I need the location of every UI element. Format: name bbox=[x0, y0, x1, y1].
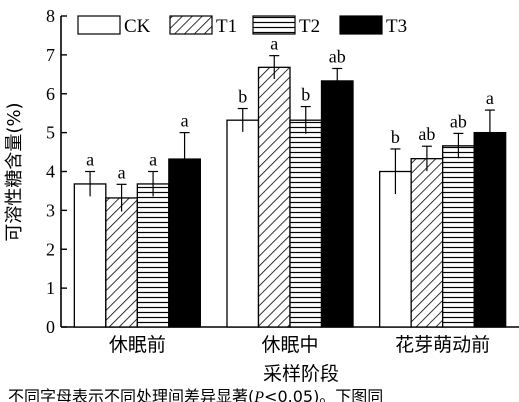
bar-ck-0 bbox=[73, 183, 107, 328]
legend-item-ck: CK bbox=[77, 15, 151, 37]
significance-letter-t3-1: ab bbox=[329, 46, 346, 66]
significance-letter-ck-1: b bbox=[238, 87, 247, 107]
bar-ck-1 bbox=[226, 119, 260, 328]
legend-label-t2: T2 bbox=[299, 16, 320, 37]
significance-letter-t2-2: ab bbox=[450, 111, 467, 131]
legend-label-ck: CK bbox=[124, 16, 151, 37]
y-tick-label-7: 7 bbox=[46, 45, 55, 65]
bar-ck-2 bbox=[379, 170, 412, 328]
caption-p-symbol: P bbox=[253, 389, 264, 402]
bar-t1-0 bbox=[105, 197, 138, 328]
legend-swatch-t1 bbox=[169, 15, 213, 35]
x-tick-label-2: 花芽萌动前 bbox=[395, 334, 490, 356]
bar-t1-1 bbox=[257, 66, 291, 328]
legend-label-t3: T3 bbox=[386, 16, 407, 37]
caption-suffix: <0.05)。下图同 bbox=[264, 387, 383, 402]
bar-t2-1 bbox=[289, 119, 323, 328]
y-tick-label-2: 2 bbox=[46, 239, 55, 259]
y-tick-label-5: 5 bbox=[46, 123, 55, 143]
y-tick-label-8: 8 bbox=[46, 6, 55, 26]
significance-letter-t1-2: ab bbox=[418, 124, 435, 144]
legend-item-t3: T3 bbox=[339, 15, 407, 37]
bar-t2-2 bbox=[442, 145, 475, 328]
legend-label-t1: T1 bbox=[216, 16, 237, 37]
x-tick-label-0: 休眠前 bbox=[109, 334, 166, 356]
significance-letter-t3-0: a bbox=[181, 111, 189, 131]
significance-letter-ck-2: b bbox=[391, 127, 400, 147]
legend-item-t2: T2 bbox=[252, 15, 320, 37]
significance-letter-t2-1: b bbox=[301, 85, 310, 105]
y-tick-label-0: 0 bbox=[46, 317, 55, 337]
legend-swatch-t3 bbox=[339, 15, 383, 35]
significance-letter-t1-0: a bbox=[118, 162, 126, 182]
bar-t3-1 bbox=[320, 80, 354, 328]
y-tick-label-6: 6 bbox=[46, 84, 55, 104]
bar-t1-2 bbox=[410, 158, 444, 328]
x-axis-label: 采样阶段 bbox=[263, 363, 339, 385]
caption-prefix: 不同字母表示不同处理间差异显著( bbox=[8, 387, 254, 402]
y-tick-label-4: 4 bbox=[46, 162, 55, 182]
significance-letter-ck-0: a bbox=[86, 150, 94, 170]
x-tick-label-1: 休眠中 bbox=[261, 334, 318, 356]
significance-letter-t1-1: a bbox=[270, 34, 278, 54]
significance-letter-t3-2: a bbox=[486, 88, 494, 108]
y-tick-label-3: 3 bbox=[46, 200, 55, 220]
significance-letter-t2-0: a bbox=[149, 150, 157, 170]
legend-swatch-t2 bbox=[252, 15, 296, 35]
y-axis-label: 可溶性糖含量(%) bbox=[4, 102, 25, 241]
legend-item-t1: T1 bbox=[169, 15, 237, 37]
y-tick-label-1: 1 bbox=[46, 278, 55, 298]
legend: CK T1 T2 T3 bbox=[77, 15, 407, 37]
figure-caption: 不同字母表示不同处理间差异显著(P<0.05)。下图同 bbox=[8, 387, 383, 402]
bar-t3-2 bbox=[473, 131, 507, 328]
legend-swatch-ck bbox=[77, 15, 121, 35]
bar-t2-0 bbox=[136, 183, 170, 328]
